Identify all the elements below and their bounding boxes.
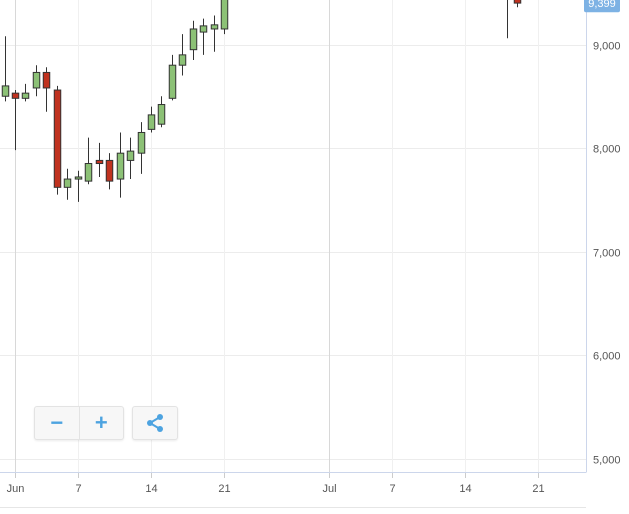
candle-body-up [126, 150, 135, 161]
candle-body-down [95, 159, 104, 165]
candle [32, 65, 41, 97]
candle [84, 137, 93, 185]
candle [74, 170, 83, 202]
candle [189, 20, 198, 61]
candle-body-up [32, 71, 41, 89]
zoom-out-button[interactable]: − [50, 410, 64, 435]
x-tick-label: 21 [532, 483, 544, 495]
candle-body-up [21, 92, 30, 99]
y-axis: 5,0006,0007,0008,0009,00010,00011,00012,… [586, 0, 621, 472]
share-button[interactable] [132, 406, 178, 440]
candle [513, 0, 522, 8]
candle-body-down [11, 92, 20, 99]
candle-body-up [74, 176, 83, 180]
candle [21, 83, 30, 102]
x-tick-label: Jun [7, 483, 25, 495]
last-price-tag: 9,399 [584, 0, 620, 13]
x-axis: Jun 7 14 21 Jul 7 14 21 [0, 472, 587, 508]
candle-body-up [147, 114, 156, 130]
candle-body-up [178, 54, 187, 66]
zoom-controls: − + [34, 406, 124, 440]
candle-body-down [42, 71, 51, 89]
x-tick-label: Jul [322, 483, 336, 495]
x-tick-label: 7 [75, 483, 81, 495]
candle [11, 90, 20, 151]
last-price-badge [584, 0, 620, 13]
candle-body-up [157, 104, 166, 125]
candle [147, 106, 156, 133]
candle-body-up [63, 178, 72, 188]
candles [1, 0, 522, 202]
y-tick-label: 6,000 [593, 351, 621, 363]
candle-body-up [168, 64, 177, 99]
grid [0, 0, 586, 472]
y-tick-label: 5,000 [593, 455, 621, 467]
candle [126, 137, 135, 180]
candle [168, 54, 177, 101]
candle [105, 153, 114, 190]
candle [42, 67, 51, 112]
x-tick-label: 7 [389, 483, 395, 495]
x-tick-label: 21 [218, 483, 230, 495]
candle-body-down [53, 89, 62, 188]
candle-body-up [210, 24, 219, 30]
candle [199, 18, 208, 55]
candle-body-up [199, 25, 208, 33]
zoom-in-button[interactable]: + [78, 407, 124, 439]
candle-body-down [105, 159, 114, 182]
candle [220, 0, 229, 35]
candle [53, 85, 62, 195]
share-icon [147, 414, 163, 432]
candle-body-up [189, 28, 198, 51]
x-tick-label: 14 [459, 483, 471, 495]
y-tick-label: 9,000 [593, 41, 621, 53]
candle [1, 36, 10, 102]
candle-body-up [84, 163, 93, 182]
candle [137, 122, 146, 174]
candle-body-up [116, 152, 125, 180]
candle [157, 96, 166, 128]
candle [507, 0, 508, 39]
y-tick-label: 8,000 [593, 144, 621, 156]
candle-body-down [513, 0, 522, 4]
candle-body-up [220, 0, 229, 30]
candle-body-up [137, 131, 146, 154]
candle [116, 132, 125, 198]
candle-body-up [1, 85, 10, 97]
last-price-label: 9,399 [588, 0, 616, 10]
candle [63, 168, 72, 200]
candle [178, 34, 187, 76]
y-tick-label: 7,000 [593, 248, 621, 260]
x-tick-label: 14 [145, 483, 157, 495]
candle [95, 142, 104, 177]
candle [210, 15, 219, 52]
